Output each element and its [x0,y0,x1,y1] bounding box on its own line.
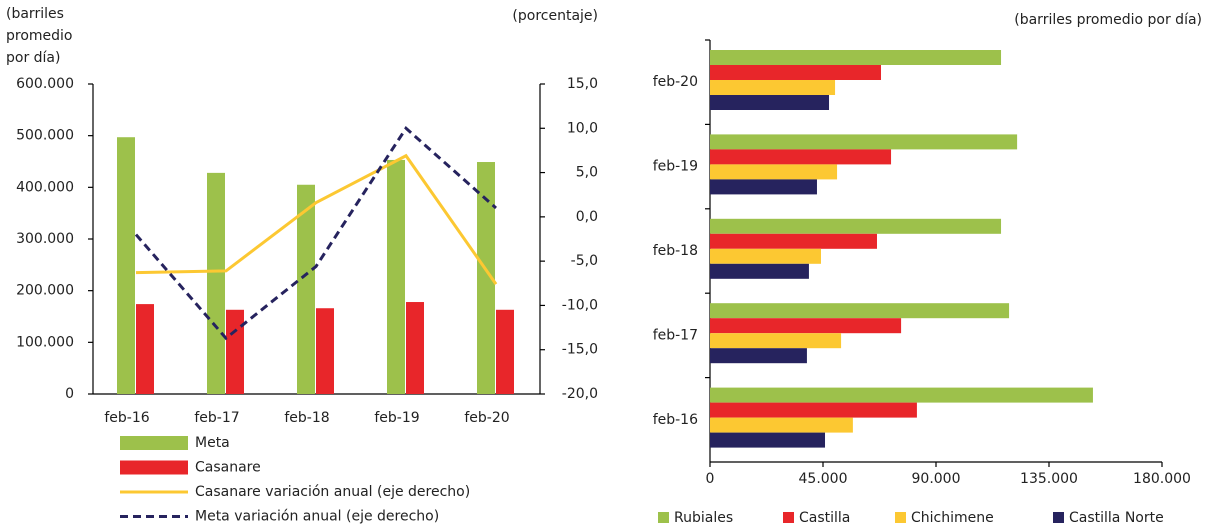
y-axis-title: (barriles [6,6,64,22]
bar [710,303,1010,319]
y-tick-label: 400.000 [16,179,74,195]
legend-label: Castilla [799,510,850,526]
bar [710,333,842,349]
y2-tick-label: 5,0 [576,165,598,181]
y-tick-label: feb-19 [653,159,698,175]
legend-label: Meta [195,435,230,451]
x-tick-label: 90.000 [912,471,961,487]
bar [710,432,826,448]
bar [117,137,135,394]
y-tick-label: feb-16 [653,412,698,428]
y-tick-label: 500.000 [16,128,74,144]
bar [710,218,1002,234]
bar [710,248,821,264]
y-tick-label: 200.000 [16,283,74,299]
x-tick-label: 45.000 [799,471,848,487]
bar [710,387,1093,403]
y-tick-label: 0 [65,386,74,402]
y-tick-label: feb-18 [653,243,698,259]
bar [316,308,334,394]
y-tick-label: 300.000 [16,231,74,247]
bar [710,263,809,279]
x-axis-title: (barriles promedio por día) [1014,12,1202,28]
bar [710,65,882,80]
x-tick-label: feb-17 [194,410,239,426]
legend-swatch [1053,512,1064,523]
y-axis-title: promedio [6,28,73,44]
x-tick-label: feb-19 [374,410,419,426]
legend-label: Chichimene [911,510,994,526]
bar [710,80,836,95]
bar [710,164,838,180]
bar [710,134,1018,150]
legend-swatch [120,460,188,475]
y-tick-label: feb-17 [653,327,698,343]
legend-swatch [783,512,794,523]
bar [710,179,817,195]
legend-label: Casanare [195,460,261,476]
x-tick-label: feb-20 [464,410,509,426]
y-tick-label: 600.000 [16,76,74,92]
legend-label: Casanare variación anual (eje derecho) [195,484,470,500]
x-tick-label: 135.000 [1020,471,1078,487]
legend-swatch [658,512,669,523]
bar [477,162,495,394]
legend-swatch [120,436,188,450]
bar [406,302,424,394]
legend-swatch [895,512,906,523]
bar [297,184,315,394]
y2-axis-title: (porcentaje) [512,8,598,24]
bar [710,95,830,110]
y-axis-title: por día) [6,50,60,66]
bar [710,318,902,334]
x-tick-label: 0 [706,471,715,487]
y2-tick-label: -10,0 [562,297,598,313]
bar [226,309,244,394]
x-tick-label: feb-16 [104,410,149,426]
bar [710,233,877,249]
y2-tick-label: -15,0 [562,342,598,358]
bar [710,417,853,433]
line [134,126,497,341]
x-tick-label: 180.000 [1133,471,1191,487]
y-tick-label: feb-20 [653,74,698,90]
y2-tick-label: -20,0 [562,386,598,402]
bar [136,304,154,394]
line [135,153,498,286]
y2-tick-label: -5,0 [571,253,598,269]
bar [710,149,892,165]
y-tick-label: 100.000 [16,334,74,350]
bar [207,172,225,394]
y2-tick-label: 15,0 [567,76,598,92]
bar [496,309,514,394]
y2-tick-label: 0,0 [576,209,598,225]
legend-label: Rubiales [674,510,733,526]
y2-tick-label: 10,0 [567,120,598,136]
bar [387,159,405,394]
bar [710,50,1002,65]
bar [710,402,917,418]
x-tick-label: feb-18 [284,410,329,426]
legend-label: Meta variación anual (eje derecho) [195,509,439,525]
legend-label: Castilla Norte [1069,510,1164,526]
bar [710,348,807,364]
